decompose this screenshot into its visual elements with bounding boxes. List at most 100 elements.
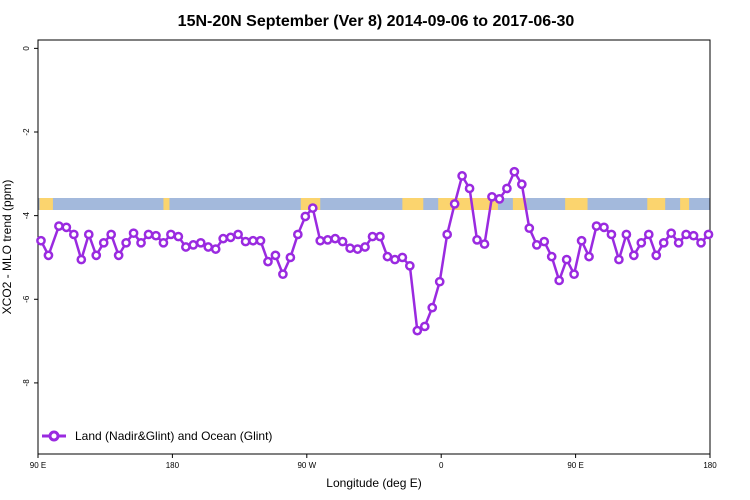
data-point: [554, 275, 565, 286]
chart-title: 15N-20N September (Ver 8) 2014-09-06 to …: [178, 13, 575, 30]
data-point: [91, 250, 102, 261]
data-point: [54, 221, 64, 231]
data-point: [158, 237, 169, 248]
data-point: [68, 229, 79, 240]
data-point: [539, 236, 550, 247]
data-point: [703, 229, 714, 240]
x-tick-label: 180: [166, 461, 180, 470]
data-point: [360, 242, 370, 252]
data-point: [248, 235, 258, 246]
data-point: [487, 191, 497, 202]
data-point: [472, 235, 482, 245]
data-point: [516, 179, 527, 190]
data-point: [255, 235, 266, 246]
map-strip-land: [163, 198, 170, 210]
data-point: [599, 222, 609, 233]
data-point: [292, 229, 303, 240]
data-point: [210, 244, 221, 254]
map-strip-land: [647, 198, 666, 210]
data-point: [494, 194, 505, 204]
data-point: [278, 269, 288, 280]
data-point: [195, 237, 206, 248]
data-point: [367, 231, 378, 242]
data-point: [136, 237, 146, 248]
plot-area-frame: [37, 39, 711, 455]
map-strip-land: [512, 198, 527, 210]
data-point: [337, 236, 348, 247]
x-tick-label: 0: [439, 461, 444, 470]
data-point: [621, 229, 632, 240]
data-point: [479, 239, 490, 249]
data-point: [509, 166, 520, 177]
data-point: [218, 233, 229, 244]
data-point: [173, 231, 184, 242]
data-point: [643, 229, 654, 240]
data-point: [412, 325, 423, 336]
data-point: [673, 237, 684, 248]
data-point: [345, 243, 355, 254]
data-point: [576, 235, 587, 246]
continent-map-strip: [38, 198, 710, 210]
data-point: [113, 250, 124, 261]
data-point: [628, 250, 639, 261]
data-point: [591, 221, 602, 231]
x-tick-label: 90 E: [567, 461, 583, 470]
data-point: [188, 240, 199, 250]
data-point: [546, 251, 557, 262]
y-tick-label: -8: [22, 379, 31, 387]
data-point: [76, 254, 87, 265]
data-point: [442, 229, 453, 240]
data-point: [203, 242, 214, 252]
legend: Land (Nadir&Glint) and Ocean (Glint): [42, 429, 272, 443]
data-point: [330, 233, 341, 244]
data-point: [524, 223, 535, 234]
data-point: [352, 244, 363, 254]
y-tick-label: 0: [22, 46, 31, 51]
map-strip-land: [39, 198, 53, 210]
data-point: [390, 254, 400, 265]
data-point: [569, 269, 579, 280]
data-point: [233, 229, 243, 240]
y-axis-ticks: 0 -2 -4 -6 -8: [22, 46, 38, 387]
map-strip-land: [565, 198, 588, 210]
data-point: [263, 256, 273, 267]
data-point: [382, 251, 393, 262]
data-point: [681, 229, 691, 240]
data-point: [43, 250, 54, 261]
data-point: [606, 229, 617, 240]
data-point: [36, 235, 46, 246]
data-point: [180, 242, 191, 252]
data-point: [434, 276, 445, 287]
x-axis-ticks: 90 E 180 90 W 0 90 E 180: [30, 454, 717, 470]
data-point: [300, 211, 311, 222]
map-strip-land: [680, 198, 690, 210]
data-point: [449, 199, 460, 209]
y-tick-label: -6: [22, 295, 31, 303]
x-tick-label: 90 W: [297, 461, 316, 470]
data-point: [166, 229, 176, 240]
data-point: [61, 222, 72, 233]
data-point: [614, 254, 624, 265]
data-point: [121, 237, 131, 248]
data-point: [584, 251, 594, 262]
data-point: [502, 183, 512, 194]
data-point: [651, 250, 662, 261]
data-point: [696, 237, 706, 248]
data-point: [98, 237, 109, 248]
data-point: [106, 229, 117, 240]
data-point: [531, 240, 542, 250]
data-point: [270, 250, 281, 261]
data-point: [419, 321, 430, 332]
data-point: [404, 260, 415, 271]
data-point: [240, 236, 251, 247]
data-point: [666, 228, 677, 239]
legend-entry-label: Land (Nadir&Glint) and Ocean (Glint): [75, 429, 272, 443]
data-point: [688, 230, 699, 241]
data-point: [636, 237, 647, 248]
map-strip-land: [402, 198, 424, 210]
data-point: [307, 203, 318, 213]
series-layer: [36, 166, 714, 336]
x-tick-label: 90 E: [30, 461, 46, 470]
